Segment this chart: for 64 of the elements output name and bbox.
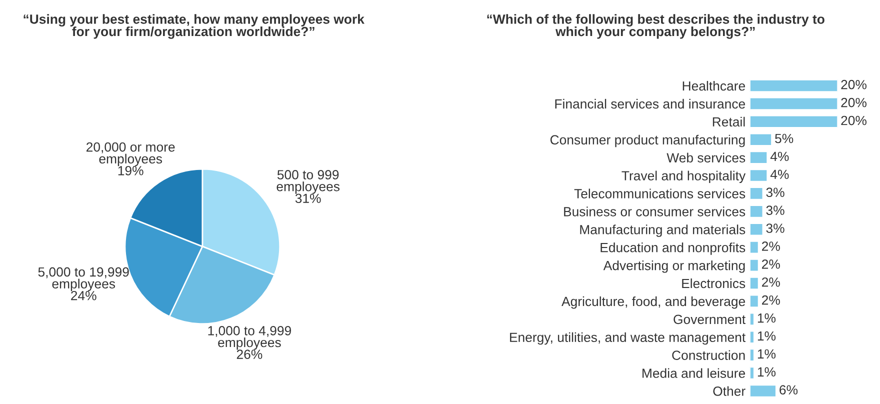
data-label: 20% [841,98,866,108]
y-tick-label: Travel and hospitality [622,170,746,184]
data-label: 3% [766,224,784,233]
y-tick-label: Advertising or marketing [603,260,745,273]
bar [750,312,755,326]
bar [750,330,755,344]
slice-label: 20,000 or more employees [86,142,175,166]
y-tick-label: Construction [672,350,745,360]
data-label: 1% [758,331,776,341]
y-tick-label: Web services [666,152,746,162]
y-tick-label: Education and nonprofits [600,242,746,255]
data-label: 26% [236,350,262,360]
data-label: 1% [758,349,776,359]
chart-title: “Which of the following best describes the industry to which your company belongs?” [487,14,824,39]
data-label: 2% [762,259,780,269]
slice-label: 1,000 to 4,999 employees [208,326,291,350]
data-label: 1% [758,313,776,323]
y-tick-label: Media and leisure [642,368,746,378]
slice-label: 5,000 to 19,999 employees [38,267,129,292]
bar [750,168,768,182]
y-tick-label: Other [713,386,746,396]
bar [750,384,777,398]
data-label: 4% [770,152,789,162]
y-tick-label: Manufacturing and materials [580,224,746,237]
bar [750,366,755,380]
data-label: 6% [780,385,798,395]
bar [750,186,764,200]
chart-title: “Using your best estimate, how many employees work for your firm/organization worldwide?” [24,14,364,39]
y-tick-label: Healthcare [682,80,746,91]
data-label: 1% [758,367,776,377]
data-label: 31% [295,194,321,204]
bar [750,150,768,164]
bar [750,258,760,272]
data-label: 3% [766,206,784,215]
bar [750,348,755,362]
data-label: 20% [841,80,866,90]
bar [750,114,838,128]
bar [750,204,764,218]
bar [750,222,764,236]
data-label: 2% [762,295,780,305]
bar [750,132,772,146]
y-tick-label: Consumer product manufacturing [550,134,745,148]
bar [750,78,838,93]
data-label: 20% [841,116,866,126]
y-tick-label: Government [674,314,746,324]
y-tick-label: Financial services and insurance [555,98,746,109]
data-label: 2% [762,277,780,287]
y-tick-label: Telecommunications services [574,188,746,198]
y-tick-label: Electronics [682,278,746,288]
bar [750,240,760,254]
data-label: 4% [770,170,789,180]
data-label: 19% [118,166,144,176]
data-label: 2% [762,242,780,251]
data-label: 5% [775,134,794,144]
bar [750,96,838,110]
data-label: 24% [71,290,96,300]
y-tick-label: Agriculture, food, and beverage [562,296,746,309]
bar [750,294,760,308]
y-tick-label: Energy, utilities, and waste management [510,332,746,345]
slice-label: 500 to 999 employees [276,170,340,194]
y-tick-label: Business or consumer services [564,206,746,216]
bar [750,276,760,290]
data-label: 3% [766,188,784,198]
y-tick-label: Retail [712,116,745,127]
